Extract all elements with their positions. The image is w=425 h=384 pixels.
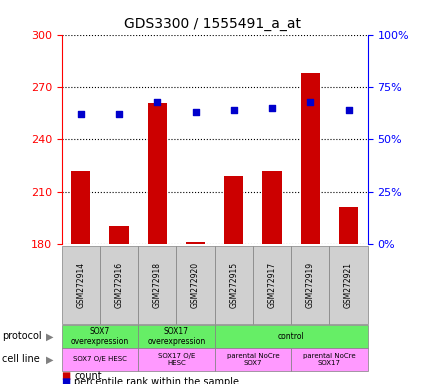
Point xyxy=(345,107,352,113)
Text: GSM272914: GSM272914 xyxy=(76,262,85,308)
Text: GSM272919: GSM272919 xyxy=(306,262,315,308)
Bar xyxy=(109,227,128,244)
Text: ■: ■ xyxy=(62,377,71,384)
Point xyxy=(230,107,237,113)
Text: parental NoCre
SOX7: parental NoCre SOX7 xyxy=(227,353,279,366)
Text: percentile rank within the sample: percentile rank within the sample xyxy=(74,377,239,384)
Text: SOX7
overexpression: SOX7 overexpression xyxy=(71,327,129,346)
Text: GSM272921: GSM272921 xyxy=(344,262,353,308)
Text: GDS3300 / 1555491_a_at: GDS3300 / 1555491_a_at xyxy=(124,17,301,31)
Bar xyxy=(262,170,281,244)
Text: parental NoCre
SOX17: parental NoCre SOX17 xyxy=(303,353,356,366)
Point xyxy=(116,111,122,117)
Text: control: control xyxy=(278,332,304,341)
Point xyxy=(77,111,84,117)
Text: GSM272917: GSM272917 xyxy=(267,262,277,308)
Text: SOX7 O/E HESC: SOX7 O/E HESC xyxy=(73,356,127,362)
Bar xyxy=(339,207,358,244)
Text: GSM272915: GSM272915 xyxy=(229,262,238,308)
Bar xyxy=(224,176,243,244)
Text: protocol: protocol xyxy=(2,331,42,341)
Point xyxy=(269,105,275,111)
Text: GSM272918: GSM272918 xyxy=(153,262,162,308)
Text: ■: ■ xyxy=(62,371,71,381)
Point xyxy=(307,98,314,104)
Point xyxy=(192,109,199,115)
Text: count: count xyxy=(74,371,102,381)
Text: GSM272920: GSM272920 xyxy=(191,262,200,308)
Bar xyxy=(186,242,205,244)
Text: GSM272916: GSM272916 xyxy=(114,262,124,308)
Text: ▶: ▶ xyxy=(46,354,54,364)
Bar xyxy=(71,170,90,244)
Text: SOX17 O/E
HESC: SOX17 O/E HESC xyxy=(158,353,195,366)
Text: SOX17
overexpression: SOX17 overexpression xyxy=(147,327,206,346)
Bar xyxy=(300,73,320,244)
Bar xyxy=(148,103,167,244)
Text: ▶: ▶ xyxy=(46,331,54,341)
Point xyxy=(154,98,161,104)
Text: cell line: cell line xyxy=(2,354,40,364)
